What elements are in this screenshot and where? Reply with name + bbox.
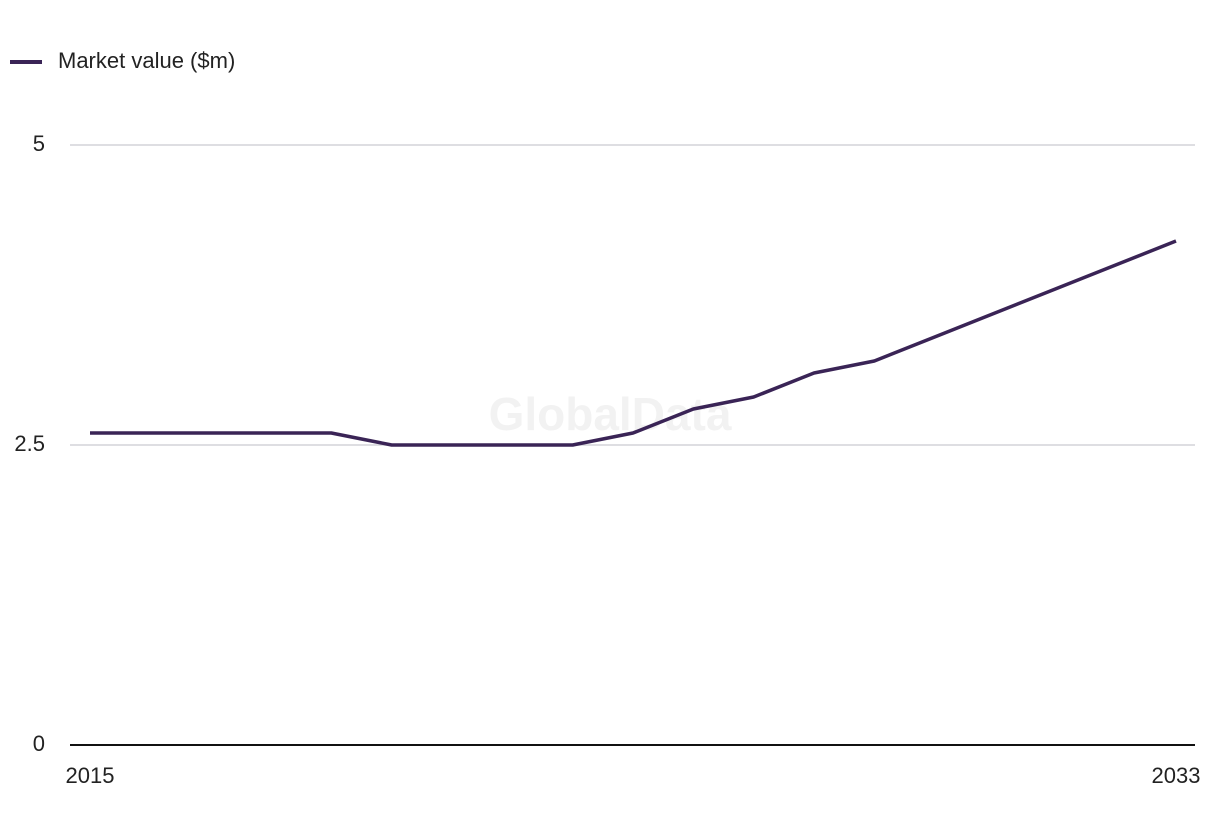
x-tick-label: 2033	[1152, 763, 1201, 788]
y-tick-label: 5	[33, 131, 45, 156]
legend-label: Market value ($m)	[58, 48, 235, 73]
line-series	[90, 239, 1177, 447]
y-tick-label: 0	[33, 731, 45, 756]
watermark: GlobalData	[489, 388, 732, 440]
x-tick-label: 2015	[66, 763, 115, 788]
y-tick-label: 2.5	[14, 431, 45, 456]
